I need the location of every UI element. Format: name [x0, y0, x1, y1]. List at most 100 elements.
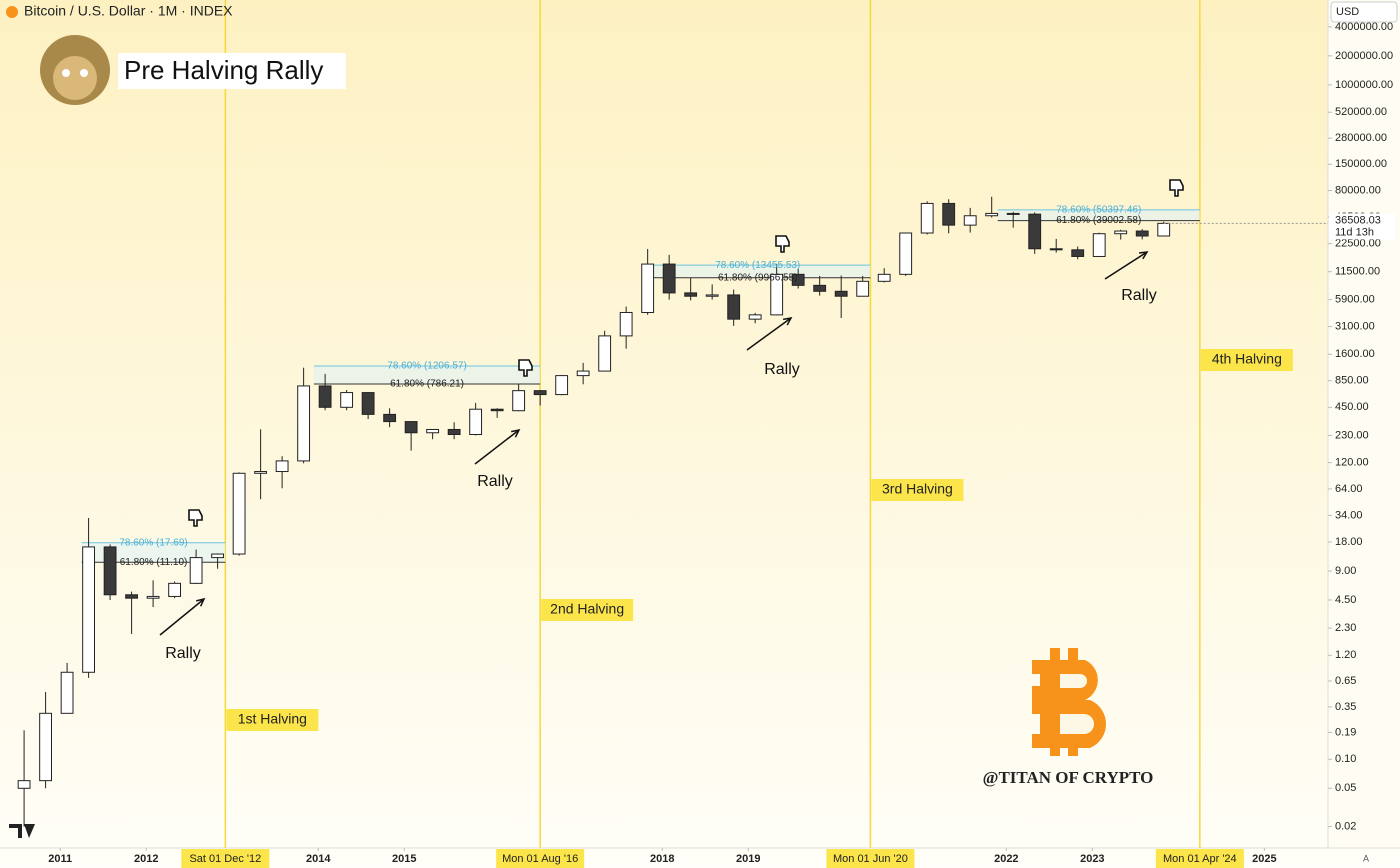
- arrow-shaft: [159, 598, 205, 636]
- y-tick-label: 0.19: [1335, 726, 1356, 738]
- candle-body: [813, 284, 827, 292]
- x-tick-label: 2019: [736, 853, 760, 865]
- candle-body: [275, 460, 289, 473]
- y-tick-label: 0.65: [1335, 675, 1356, 687]
- arrow-shaft: [746, 317, 792, 351]
- candle-body: [533, 390, 547, 396]
- candle-body: [727, 294, 741, 320]
- logo-b-hole: [1060, 674, 1094, 734]
- y-tick-label: 34.00: [1335, 509, 1363, 521]
- date-box: [181, 849, 270, 868]
- logo-b: [1032, 660, 1106, 748]
- annotation: Rally: [1121, 287, 1157, 304]
- y-tick-label: 22500.00: [1335, 238, 1381, 250]
- halving-box: [871, 479, 964, 501]
- candle-body: [361, 392, 375, 415]
- countdown: 11d 13h: [1335, 226, 1374, 238]
- y-tick-label: 3100.00: [1335, 320, 1375, 332]
- x-tick-label: 2022: [994, 853, 1018, 865]
- y-tick-label: 230.00: [1335, 429, 1369, 441]
- candle-body: [748, 314, 762, 320]
- candle-body: [469, 408, 483, 435]
- candle-body: [899, 232, 913, 275]
- candle-body: [1028, 213, 1042, 250]
- fib-label: 78.60% (13455.53): [715, 260, 800, 271]
- halving-label: 2nd Halving: [550, 601, 624, 617]
- y-tick-label: 1000000.00: [1335, 79, 1393, 91]
- candle-body: [1114, 230, 1128, 235]
- arrow-head: [1138, 251, 1149, 260]
- currency[interactable]: USD: [1336, 6, 1359, 18]
- date-label: Mon 01 Jun '20: [833, 853, 908, 865]
- scale-mode[interactable]: A: [1363, 853, 1369, 863]
- hand-icon: [775, 235, 790, 253]
- candle-body: [662, 263, 676, 294]
- hand-icon: [188, 509, 203, 527]
- fib-label: 78.60% (50397.46): [1056, 205, 1141, 216]
- y-tick-label: 1600.00: [1335, 348, 1375, 360]
- date-label: Mon 01 Apr '24: [1163, 853, 1237, 865]
- candle-body: [856, 280, 870, 297]
- candle-body: [834, 290, 848, 297]
- date-box: [1155, 849, 1244, 868]
- y-tick-label: 18.00: [1335, 536, 1363, 548]
- price-axis: [1328, 0, 1400, 848]
- avatar-eye: [80, 69, 88, 77]
- x-tick-label: 2012: [134, 853, 158, 865]
- candle-body: [705, 294, 719, 297]
- candle-body: [254, 471, 268, 474]
- y-tick-label: 11500.00: [1335, 266, 1380, 278]
- arrow-shaft: [474, 429, 520, 465]
- x-tick-label: 2023: [1080, 853, 1104, 865]
- candle-body: [1135, 230, 1149, 237]
- halving-box: [541, 599, 634, 621]
- candle-body: [791, 273, 805, 286]
- y-tick-label: 0.05: [1335, 782, 1356, 794]
- candle-body: [684, 292, 698, 297]
- candle-body: [555, 375, 569, 396]
- halving-box: [226, 709, 319, 731]
- date-box: [496, 849, 585, 868]
- avatar-eye: [62, 69, 70, 77]
- halving-box: [1200, 349, 1293, 371]
- y-tick-label: 1.20: [1335, 649, 1356, 661]
- candle-body: [168, 582, 182, 597]
- subtitle-box: [118, 53, 346, 89]
- halving-label: 3rd Halving: [882, 481, 953, 497]
- fib-label: 61.80% (9966.55): [718, 272, 798, 283]
- y-tick-label: 120.00: [1335, 457, 1369, 469]
- y-tick-label: 2000000.00: [1335, 50, 1393, 62]
- candle-body: [877, 273, 891, 282]
- arrow-head: [196, 597, 206, 607]
- date-label: Sat 01 Dec '12: [189, 853, 261, 865]
- y-tick-label: 5900.00: [1335, 294, 1375, 306]
- candle-body: [426, 428, 440, 434]
- candle-body: [985, 212, 999, 217]
- candle-body: [1092, 233, 1106, 257]
- currency-button[interactable]: [1330, 1, 1398, 23]
- candle-body: [942, 202, 956, 226]
- y-tick-label: 0.35: [1335, 701, 1356, 713]
- candle-body: [383, 413, 397, 423]
- fib-zone: [81, 542, 226, 563]
- fib-label: 61.80% (39002.58): [1056, 215, 1141, 226]
- candle-body: [1006, 212, 1020, 215]
- fib-zone: [313, 366, 541, 384]
- symbol-icon: [6, 6, 18, 18]
- y-tick-label: 850.00: [1335, 375, 1369, 387]
- x-tick-label: 2015: [392, 853, 416, 865]
- avatar-face: [53, 56, 97, 100]
- annotation: Rally: [165, 645, 201, 662]
- y-tick-label: 0.02: [1335, 821, 1356, 833]
- price-label: 36508.03: [1335, 214, 1381, 226]
- hand-icon: [1169, 179, 1184, 197]
- tv-logo: [9, 824, 35, 838]
- watermark: @TITAN OF CRYPTO: [983, 768, 1154, 787]
- symbol-title: Bitcoin / U.S. Dollar · 1M · INDEX: [24, 3, 233, 19]
- candle-body: [211, 553, 225, 559]
- candle-body: [17, 780, 31, 789]
- plot-area: [17, 0, 1328, 848]
- candle-body: [39, 712, 52, 782]
- y-tick-label: 80000.00: [1335, 184, 1381, 196]
